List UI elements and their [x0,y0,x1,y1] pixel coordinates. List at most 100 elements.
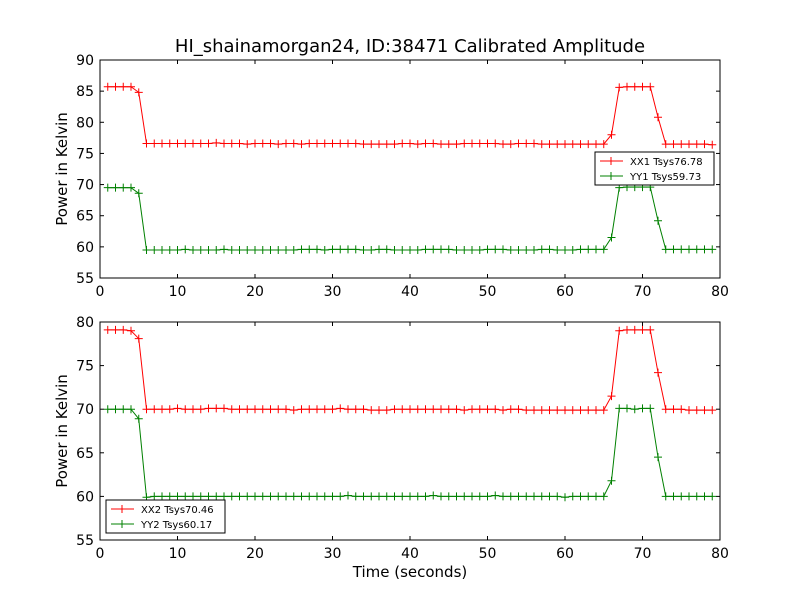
plot2-series-2-point [127,405,135,414]
plot1-series-2-point [351,245,360,254]
plot1-series-2-point [592,245,600,254]
plot1-series-2-point [344,245,352,254]
plot2-series-2-point [227,492,236,501]
plot2-x-tick-label: 20 [246,546,264,562]
plot2-series-2-point [437,492,445,501]
plot1-legend-label-2: YY1 Tsys59.73 [629,172,701,183]
plot2-series-2-point [305,492,314,501]
plot1-series-2-point [313,245,321,254]
plot1-series-1-point [437,140,445,149]
plot2-x-axis-label: Time (seconds) [352,563,468,581]
plot2-series-1-point [661,405,670,414]
plot1-series-1-point [444,140,453,149]
plot2-series-2-point [584,492,593,501]
plot2-series-2-point [212,492,221,501]
plot2-series-1-point [708,406,717,415]
plot1-series-2-point [599,245,608,254]
plot2-legend: XX2 Tsys70.46 YY2 Tsys60.17 [105,499,226,534]
plot2-series-1-point [646,325,655,334]
plot2-series-2-point [561,493,569,502]
plot2-series-1-point [313,405,321,414]
plot1-series-1-point [654,113,662,122]
plot1-series-2-point [661,245,670,254]
plot2-legend-box [105,499,226,534]
plot1-series-1-point [282,139,290,148]
plot1-series-1-point [196,139,205,148]
plot1-series-1-point [351,139,360,148]
plot2-series-2-point [669,492,678,501]
plot2-series-1-point [421,405,430,414]
plot1-x-tick-label: 60 [556,284,574,300]
plot2-series-2-point [196,492,205,501]
plot2-series-2-point [646,404,655,413]
plot1-series-1-point [266,139,275,148]
plot2-series-1-point [134,334,143,343]
plot2-series-1-point [615,326,624,335]
plot2-series-1-point [677,405,686,414]
plot2-series-1-point [375,406,383,415]
plot1-y-tick-label: 70 [76,178,94,194]
plot2-y-tick-label: 75 [76,359,94,375]
plot1-series-2-point [398,245,407,254]
plot2-series-2-point [119,405,128,414]
plot2-legend-marker-1 [118,505,126,513]
plot1-series-1-point [475,139,484,148]
plot2-series-2-point [274,492,283,501]
plot2-series-2-point [607,476,616,485]
plot1-series-2-point [452,245,461,254]
plot1-series-1-point [181,139,190,148]
plot2-series-1-point [289,406,298,415]
plot1-series-2-point [305,245,314,254]
plot1-series-1-point [553,140,562,149]
plot2-series-1-point [111,325,120,334]
plot1-series-2-point [545,245,554,254]
plot1-series-1-point [305,139,314,148]
plot2-series-1-point [328,405,337,414]
plot1-series-2-point [584,245,593,254]
plot2-series-1-point [274,405,283,414]
plot2-x-tick-label: 70 [634,546,652,562]
plot1-series-2-point [483,245,492,254]
plot1-series-2-point [181,245,190,254]
plot1-series-2-point [375,245,383,254]
plot1-x-tick-label: 20 [246,284,264,300]
plot2-series-2-point [444,492,453,501]
plot1-series-1-point [204,139,213,148]
plot2-series-1-point [142,405,151,414]
plot2-series-2-point [390,492,399,501]
plot2-series-1-point [537,406,546,415]
plot1-series-1-point [375,140,383,149]
plot1-series-2-point [220,245,228,254]
plot2-series-2-point [258,492,267,501]
plot2-series-1-point [320,405,329,414]
plot2-series-1-point [189,405,197,414]
plot2-series-2-point [685,492,693,501]
plot1-series-1-point [406,139,414,148]
plot2-series-1-point [119,325,128,334]
plot1-series-1-point [413,140,422,149]
plot2-series-1-point [406,405,414,414]
plot1-series-1-point [584,140,593,149]
plot1-series-1-point [150,139,159,148]
plot2-series-2-point [297,492,306,501]
plot1-series-2-point [708,245,717,254]
plot2-series-2-point [266,492,275,501]
plot1-series-1-point [685,140,693,149]
plot1-series-1-point [336,139,345,148]
plot2-series-1-point [220,404,228,413]
plot2-series-2-point [630,405,639,414]
plot1-series-2-point [150,245,159,254]
plot2-series-2-point [499,492,507,501]
plot2-y-tick-label: 80 [76,315,94,331]
plot1-series-2-point [235,245,244,254]
plot1-series-2-point [243,245,252,254]
plot1-series-2-point [561,245,569,254]
plot1-series-1-point [592,140,600,149]
plot2-series-2-point [189,492,197,501]
plot2-series-2-point [103,405,112,414]
plot2-series-2-point [359,492,368,501]
plot2-series-1-point [367,406,376,415]
plot2-series-2-point [506,492,515,501]
plot1-series-2-point [320,245,329,254]
plot1-series-2-point [165,245,174,254]
